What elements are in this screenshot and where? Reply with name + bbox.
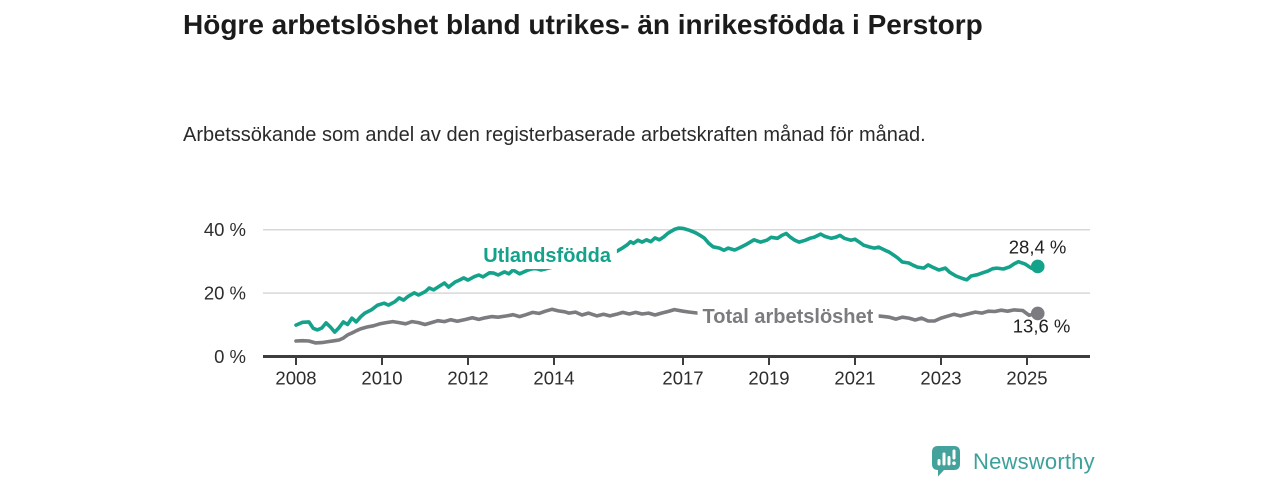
chart-subtitle: Arbetssökande som andel av den registerb… xyxy=(183,124,926,146)
x-axis-tick-label: 2010 xyxy=(361,368,402,389)
series-end-dot xyxy=(1030,306,1045,321)
newsworthy-logo-icon xyxy=(932,446,960,477)
series-label-mask xyxy=(478,243,617,270)
line-chart: 0 % 20 % 40 % 2008 2010 2012 2014 2017 2019 2021 2… xyxy=(204,219,1090,389)
x-axis-tick-label: 2025 xyxy=(1006,368,1047,389)
x-axis-tick-label: 2017 xyxy=(662,368,703,389)
newsworthy-logo: Newsworthy xyxy=(931,445,1095,478)
y-axis-tick-label: 20 % xyxy=(204,283,246,304)
series-end-value-label: 28,4 % xyxy=(1009,236,1067,257)
chart-title: Högre arbetslöshet bland utrikes- än inr… xyxy=(183,9,983,40)
x-axis-tick-label: 2008 xyxy=(275,368,316,389)
x-axis-tick-label: 2019 xyxy=(748,368,789,389)
y-axis-tick-label: 40 % xyxy=(204,219,246,240)
newsworthy-logo-text: Newsworthy xyxy=(973,448,1095,474)
series-label: Utlandsfödda xyxy=(483,245,612,267)
series-line-utlandsf-dda xyxy=(294,226,1040,334)
x-axis-tick-label: 2012 xyxy=(447,368,488,389)
series-end-value-label: 13,6 % xyxy=(1013,315,1071,336)
x-axis-tick-label: 2023 xyxy=(920,368,961,389)
x-axis-tick-label: 2021 xyxy=(834,368,875,389)
series-line-total-arbetsl-shet xyxy=(294,307,1040,345)
x-axis-tick-label: 2014 xyxy=(533,368,574,389)
y-axis-tick-label: 0 % xyxy=(214,346,246,367)
series-label-mask xyxy=(697,303,879,330)
series-label: Total arbetslöshet xyxy=(703,306,874,328)
series-end-dot xyxy=(1030,259,1045,274)
